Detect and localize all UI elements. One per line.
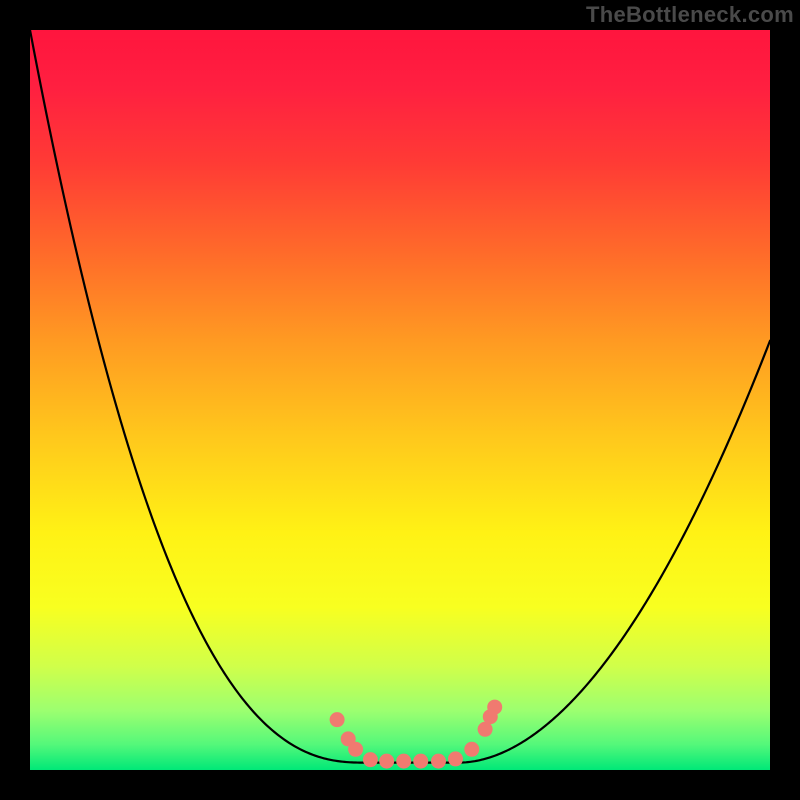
marker-dot — [396, 754, 411, 769]
marker-dot — [348, 742, 363, 757]
marker-dot — [464, 742, 479, 757]
marker-dot — [363, 752, 378, 767]
marker-dot — [487, 700, 502, 715]
plot-svg — [30, 30, 770, 770]
marker-dot — [413, 754, 428, 769]
chart-frame: TheBottleneck.com — [0, 0, 800, 800]
marker-dot — [330, 712, 345, 727]
gradient-background — [30, 30, 770, 770]
plot-area — [30, 30, 770, 770]
marker-dot — [448, 751, 463, 766]
marker-dot — [379, 754, 394, 769]
watermark-text: TheBottleneck.com — [586, 2, 794, 28]
marker-dot — [431, 754, 446, 769]
